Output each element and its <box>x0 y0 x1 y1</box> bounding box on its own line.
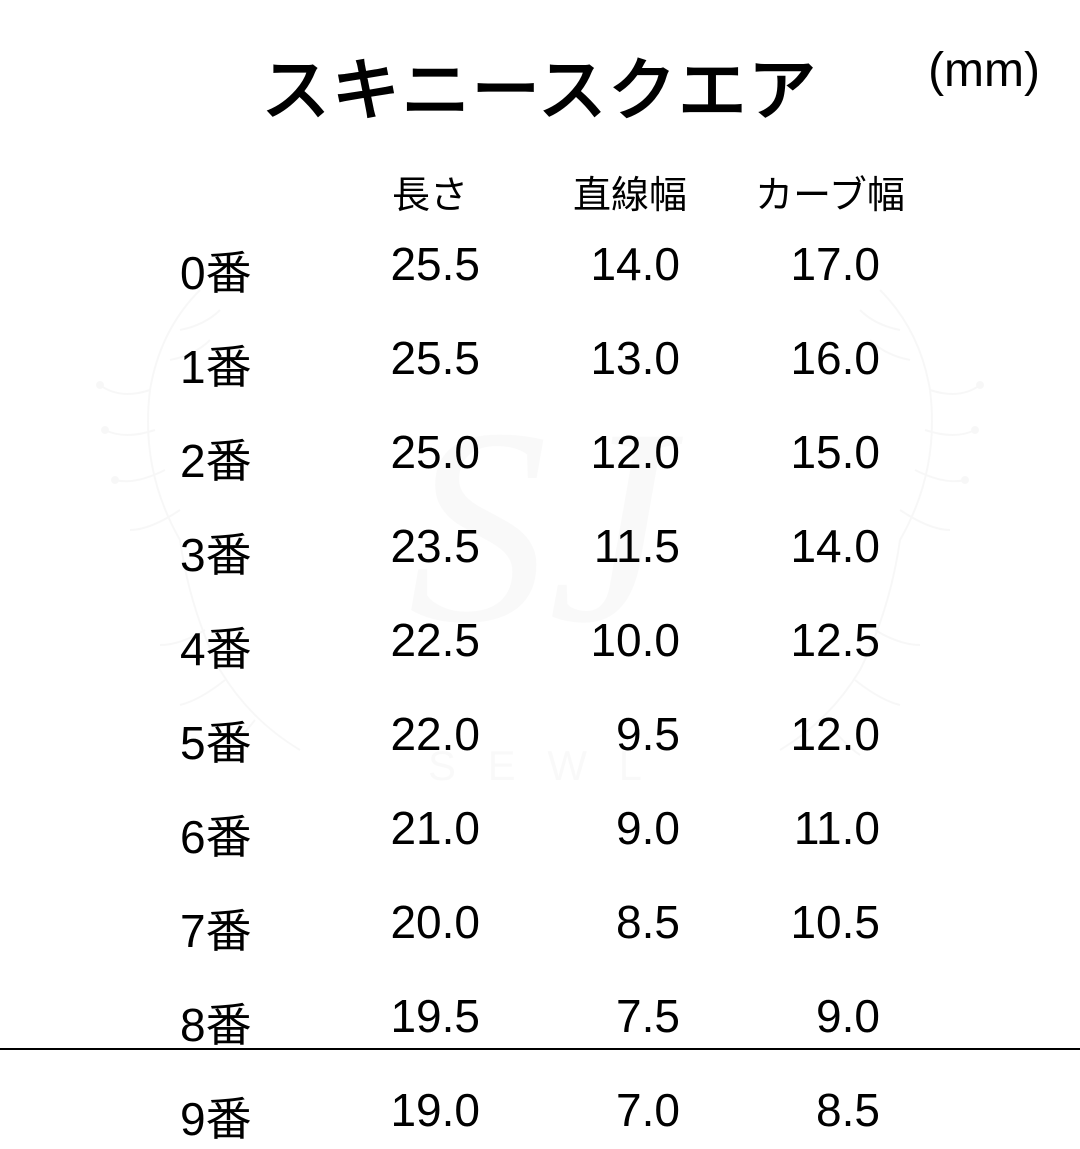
content: スキニースクエア (mm) 長さ 直線幅 カーブ幅 0番25.514.017.0… <box>0 0 1080 1080</box>
cell-curve: 15.0 <box>730 425 930 491</box>
row-label: 9番 <box>180 1083 330 1149</box>
cell-curve: 11.0 <box>730 801 930 867</box>
table-body: 0番25.514.017.01番25.513.016.02番25.012.015… <box>180 237 940 1149</box>
cell-length: 21.0 <box>330 801 530 867</box>
cell-curve: 12.5 <box>730 613 930 679</box>
cell-length: 25.5 <box>330 237 530 303</box>
cell-curve: 8.5 <box>730 1083 930 1149</box>
table-row: 6番21.09.011.0 <box>180 801 940 867</box>
unit-label: (mm) <box>928 43 1040 98</box>
row-label: 0番 <box>180 237 330 303</box>
table-row: 5番22.09.512.0 <box>180 707 940 773</box>
cell-length: 19.0 <box>330 1083 530 1149</box>
row-label: 4番 <box>180 613 330 679</box>
table-row: 3番23.511.514.0 <box>180 519 940 585</box>
cell-length: 19.5 <box>330 989 530 1055</box>
cell-length: 22.5 <box>330 613 530 679</box>
table-header-row: 長さ 直線幅 カーブ幅 <box>180 164 940 219</box>
page-title: スキニースクエア <box>262 35 819 134</box>
cell-straight: 12.0 <box>530 425 730 491</box>
table-row: 1番25.513.016.0 <box>180 331 940 397</box>
header: スキニースクエア (mm) <box>30 35 1050 134</box>
cell-length: 25.5 <box>330 331 530 397</box>
cell-straight: 14.0 <box>530 237 730 303</box>
table-row: 2番25.012.015.0 <box>180 425 940 491</box>
table-row: 4番22.510.012.5 <box>180 613 940 679</box>
cell-straight: 8.5 <box>530 895 730 961</box>
row-label: 3番 <box>180 519 330 585</box>
col-header-straight: 直線幅 <box>530 164 730 219</box>
cell-length: 22.0 <box>330 707 530 773</box>
cell-length: 20.0 <box>330 895 530 961</box>
cell-length: 25.0 <box>330 425 530 491</box>
cell-length: 23.5 <box>330 519 530 585</box>
cell-curve: 9.0 <box>730 989 930 1055</box>
cell-curve: 17.0 <box>730 237 930 303</box>
table-row: 8番19.57.59.0 <box>180 989 940 1055</box>
col-header-length: 長さ <box>330 164 530 219</box>
col-header-empty <box>180 164 330 219</box>
row-label: 6番 <box>180 801 330 867</box>
row-label: 2番 <box>180 425 330 491</box>
cell-curve: 16.0 <box>730 331 930 397</box>
col-header-curve: カーブ幅 <box>730 164 930 219</box>
row-label: 7番 <box>180 895 330 961</box>
cell-curve: 10.5 <box>730 895 930 961</box>
cell-straight: 9.5 <box>530 707 730 773</box>
table-row: 9番19.07.08.5 <box>180 1083 940 1149</box>
cell-straight: 7.5 <box>530 989 730 1055</box>
cell-straight: 9.0 <box>530 801 730 867</box>
row-label: 8番 <box>180 989 330 1055</box>
cell-straight: 10.0 <box>530 613 730 679</box>
table-row: 0番25.514.017.0 <box>180 237 940 303</box>
cell-straight: 7.0 <box>530 1083 730 1149</box>
cell-straight: 11.5 <box>530 519 730 585</box>
cell-curve: 14.0 <box>730 519 930 585</box>
table-row: 7番20.08.510.5 <box>180 895 940 961</box>
cell-curve: 12.0 <box>730 707 930 773</box>
row-label: 5番 <box>180 707 330 773</box>
row-label: 1番 <box>180 331 330 397</box>
cell-straight: 13.0 <box>530 331 730 397</box>
size-table: 長さ 直線幅 カーブ幅 0番25.514.017.01番25.513.016.0… <box>30 164 1050 1149</box>
